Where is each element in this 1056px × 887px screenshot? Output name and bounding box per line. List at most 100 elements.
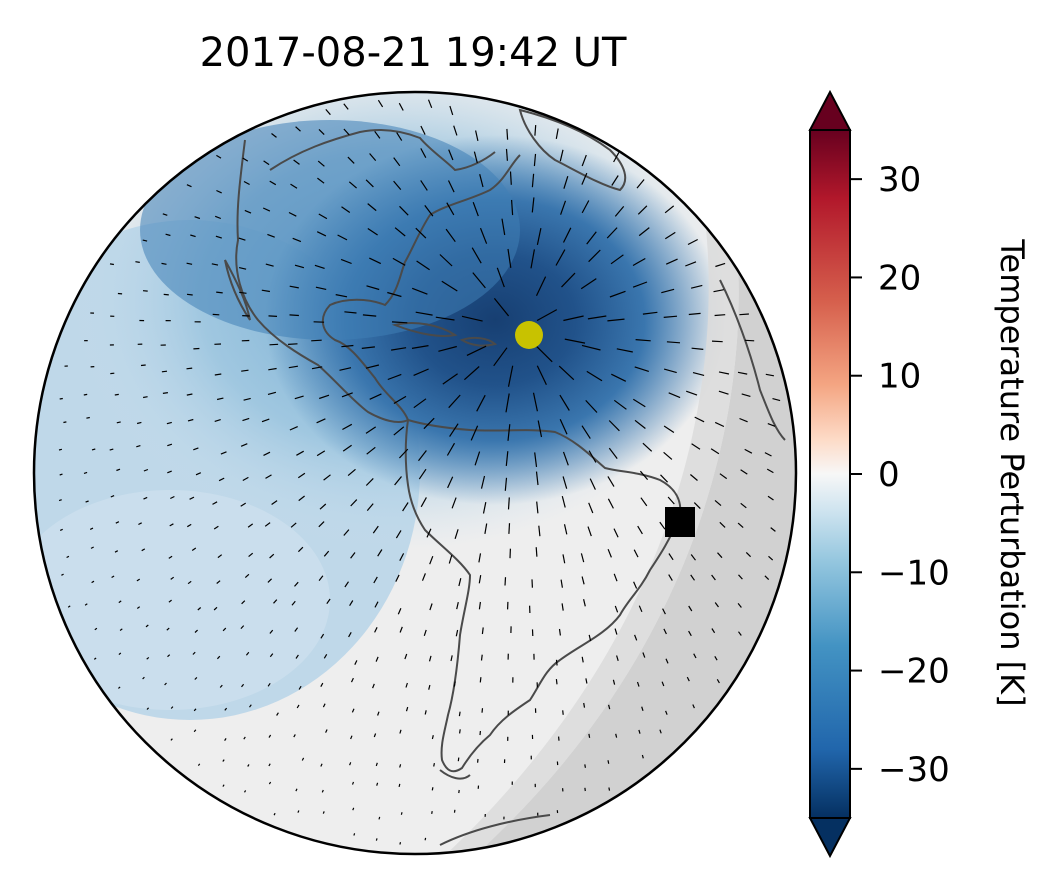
- coastline-hispaniola: [459, 336, 498, 347]
- wind-vector: [471, 247, 482, 264]
- cold-anomaly-north: [140, 120, 520, 340]
- wind-vector: [295, 788, 298, 792]
- wind-vector: [311, 339, 322, 342]
- wind-vector: [142, 239, 148, 242]
- wind-vector: [715, 262, 726, 268]
- wind-vector: [665, 710, 668, 715]
- wind-vector: [688, 605, 693, 612]
- wind-vector: [405, 682, 408, 688]
- wind-vector: [297, 810, 300, 813]
- wind-vector: [350, 735, 353, 740]
- wind-vector: [367, 227, 378, 236]
- wind-vector: [164, 682, 167, 686]
- wind-vector: [738, 574, 743, 580]
- wind-vector: [344, 311, 357, 314]
- wind-vector: [637, 205, 648, 215]
- wind-vector: [585, 678, 588, 684]
- wind-vector: [269, 629, 274, 634]
- wind-vector: [639, 470, 649, 480]
- wind-vector: [642, 311, 658, 315]
- wind-vector: [373, 733, 377, 738]
- wind-vector: [369, 257, 382, 265]
- wind-vector: [581, 656, 584, 663]
- wind-vector: [276, 712, 279, 716]
- wind-vector: [664, 231, 676, 240]
- wind-vector: [472, 201, 479, 217]
- wind-vector: [268, 315, 278, 317]
- wind-vector: [717, 552, 723, 559]
- wind-vector: [711, 628, 716, 634]
- wind-vector: [461, 315, 483, 322]
- wind-vector: [296, 450, 304, 456]
- wind-vector: [167, 470, 172, 474]
- wind-vector: [271, 500, 278, 505]
- wind-vector: [375, 656, 379, 662]
- wind-vector: [224, 707, 228, 711]
- wind-vector: [216, 189, 222, 194]
- wind-vector: [509, 171, 512, 185]
- wind-vector: [318, 575, 324, 581]
- wind-vector: [311, 366, 323, 370]
- wind-vector: [243, 736, 246, 740]
- wind-vector: [537, 420, 543, 438]
- wind-vector: [145, 624, 149, 628]
- wind-vector: [416, 260, 430, 271]
- wind-vector: [447, 476, 454, 489]
- wind-vector: [325, 729, 328, 733]
- wind-vector: [613, 528, 619, 538]
- wind-vector: [690, 574, 695, 581]
- wind-vector: [562, 476, 568, 489]
- wind-vector: [455, 629, 459, 637]
- wind-vector: [530, 249, 535, 269]
- wind-vector: [493, 347, 508, 367]
- wind-vector: [261, 418, 270, 423]
- wind-vector: [301, 757, 305, 761]
- wind-vector: [719, 521, 726, 528]
- wind-vector: [420, 148, 427, 158]
- wind-vector: [737, 603, 742, 608]
- wind-vector: [366, 503, 374, 511]
- wind-vector: [341, 344, 354, 348]
- wind-vector: [244, 209, 252, 214]
- wind-vector: [562, 451, 569, 466]
- wind-vector: [564, 338, 586, 344]
- wind-vector: [661, 288, 675, 294]
- wind-vector: [197, 607, 202, 611]
- wind-vector: [289, 285, 299, 289]
- wind-vector: [501, 218, 506, 236]
- wind-vector: [480, 475, 486, 489]
- wind-vector: [616, 348, 633, 353]
- wind-vector: [506, 128, 509, 140]
- wind-vector: [61, 573, 64, 576]
- wind-vector: [716, 679, 720, 684]
- wind-vector: [559, 418, 568, 435]
- wind-vector: [194, 629, 199, 633]
- wind-vector: [714, 314, 726, 317]
- wind-vector: [214, 215, 222, 220]
- wind-vector: [166, 627, 170, 631]
- wind-vector: [186, 367, 193, 370]
- wind-vector: [770, 527, 776, 532]
- wind-vector: [561, 495, 566, 508]
- wind-vector: [298, 495, 305, 502]
- wind-vector: [170, 576, 175, 580]
- wind-vector: [85, 500, 89, 503]
- colorbar: 30 20 10 0 −10 −20 −30 Temperature Perturbatio…: [808, 89, 1031, 859]
- colorbar-ticks: 30 20 10 0 −10 −20 −30: [850, 160, 950, 790]
- wind-vector: [718, 390, 729, 395]
- wind-vector: [713, 289, 724, 293]
- wind-vector: [262, 207, 271, 212]
- wind-vector: [161, 262, 167, 265]
- wind-vector: [632, 257, 646, 267]
- wind-vector: [119, 628, 123, 631]
- wind-vector: [245, 651, 250, 656]
- wind-vector: [634, 419, 646, 429]
- wind-vector: [411, 345, 429, 349]
- wind-vector: [685, 261, 697, 267]
- wind-vector: [692, 704, 695, 709]
- wind-vector: [456, 601, 459, 610]
- wind-vector: [642, 442, 653, 452]
- wind-vector: [318, 213, 328, 220]
- wind-vector: [248, 552, 254, 558]
- wind-vector: [186, 184, 192, 188]
